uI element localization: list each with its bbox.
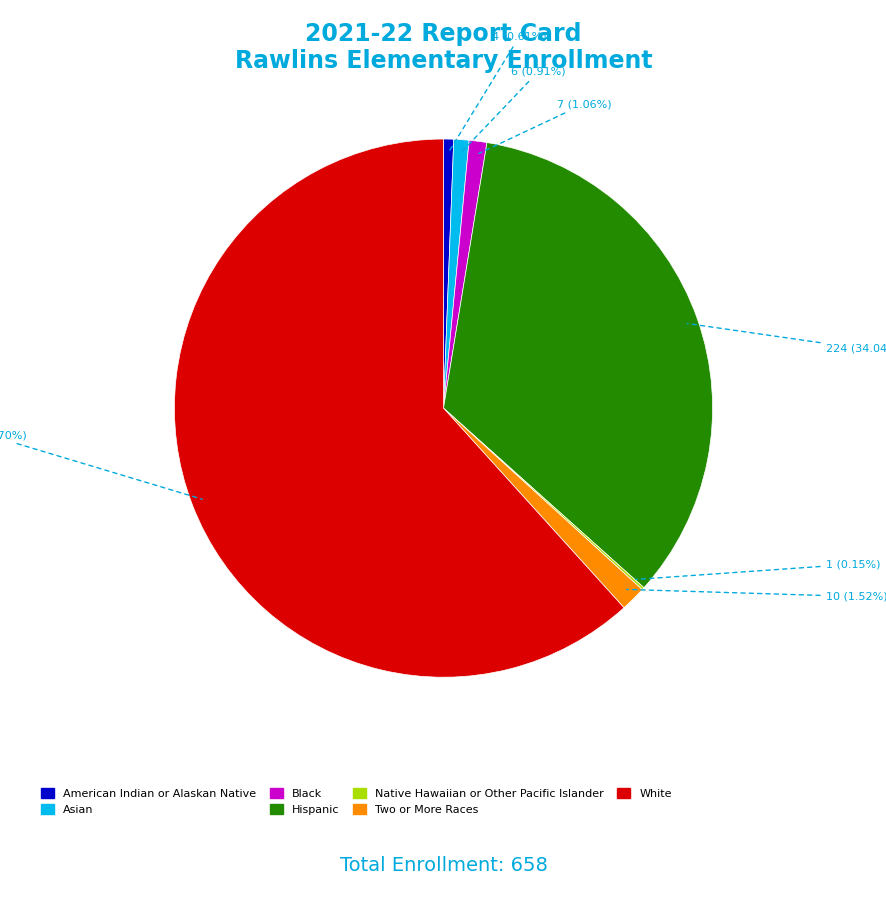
Wedge shape [443,139,454,408]
Text: 2021-22 Report Card: 2021-22 Report Card [305,22,581,47]
Text: 6 (0.91%): 6 (0.91%) [462,66,564,151]
Text: 7 (1.06%): 7 (1.06%) [478,99,610,153]
Text: 406 (61.70%): 406 (61.70%) [0,430,202,500]
Wedge shape [443,140,486,408]
Wedge shape [443,143,711,588]
Text: 10 (1.52%): 10 (1.52%) [626,589,886,602]
Legend: American Indian or Alaskan Native, Asian, Black, Hispanic, Native Hawaiian or Ot: American Indian or Alaskan Native, Asian… [41,788,671,815]
Text: 4 (0.61%): 4 (0.61%) [449,31,546,150]
Wedge shape [443,139,469,408]
Text: Total Enrollment: 658: Total Enrollment: 658 [339,856,547,875]
Wedge shape [443,408,641,607]
Wedge shape [443,408,643,589]
Text: 1 (0.15%): 1 (0.15%) [635,559,879,579]
Wedge shape [175,139,624,677]
Text: Rawlins Elementary Enrollment: Rawlins Elementary Enrollment [235,49,651,74]
Text: 224 (34.04%): 224 (34.04%) [687,324,886,354]
